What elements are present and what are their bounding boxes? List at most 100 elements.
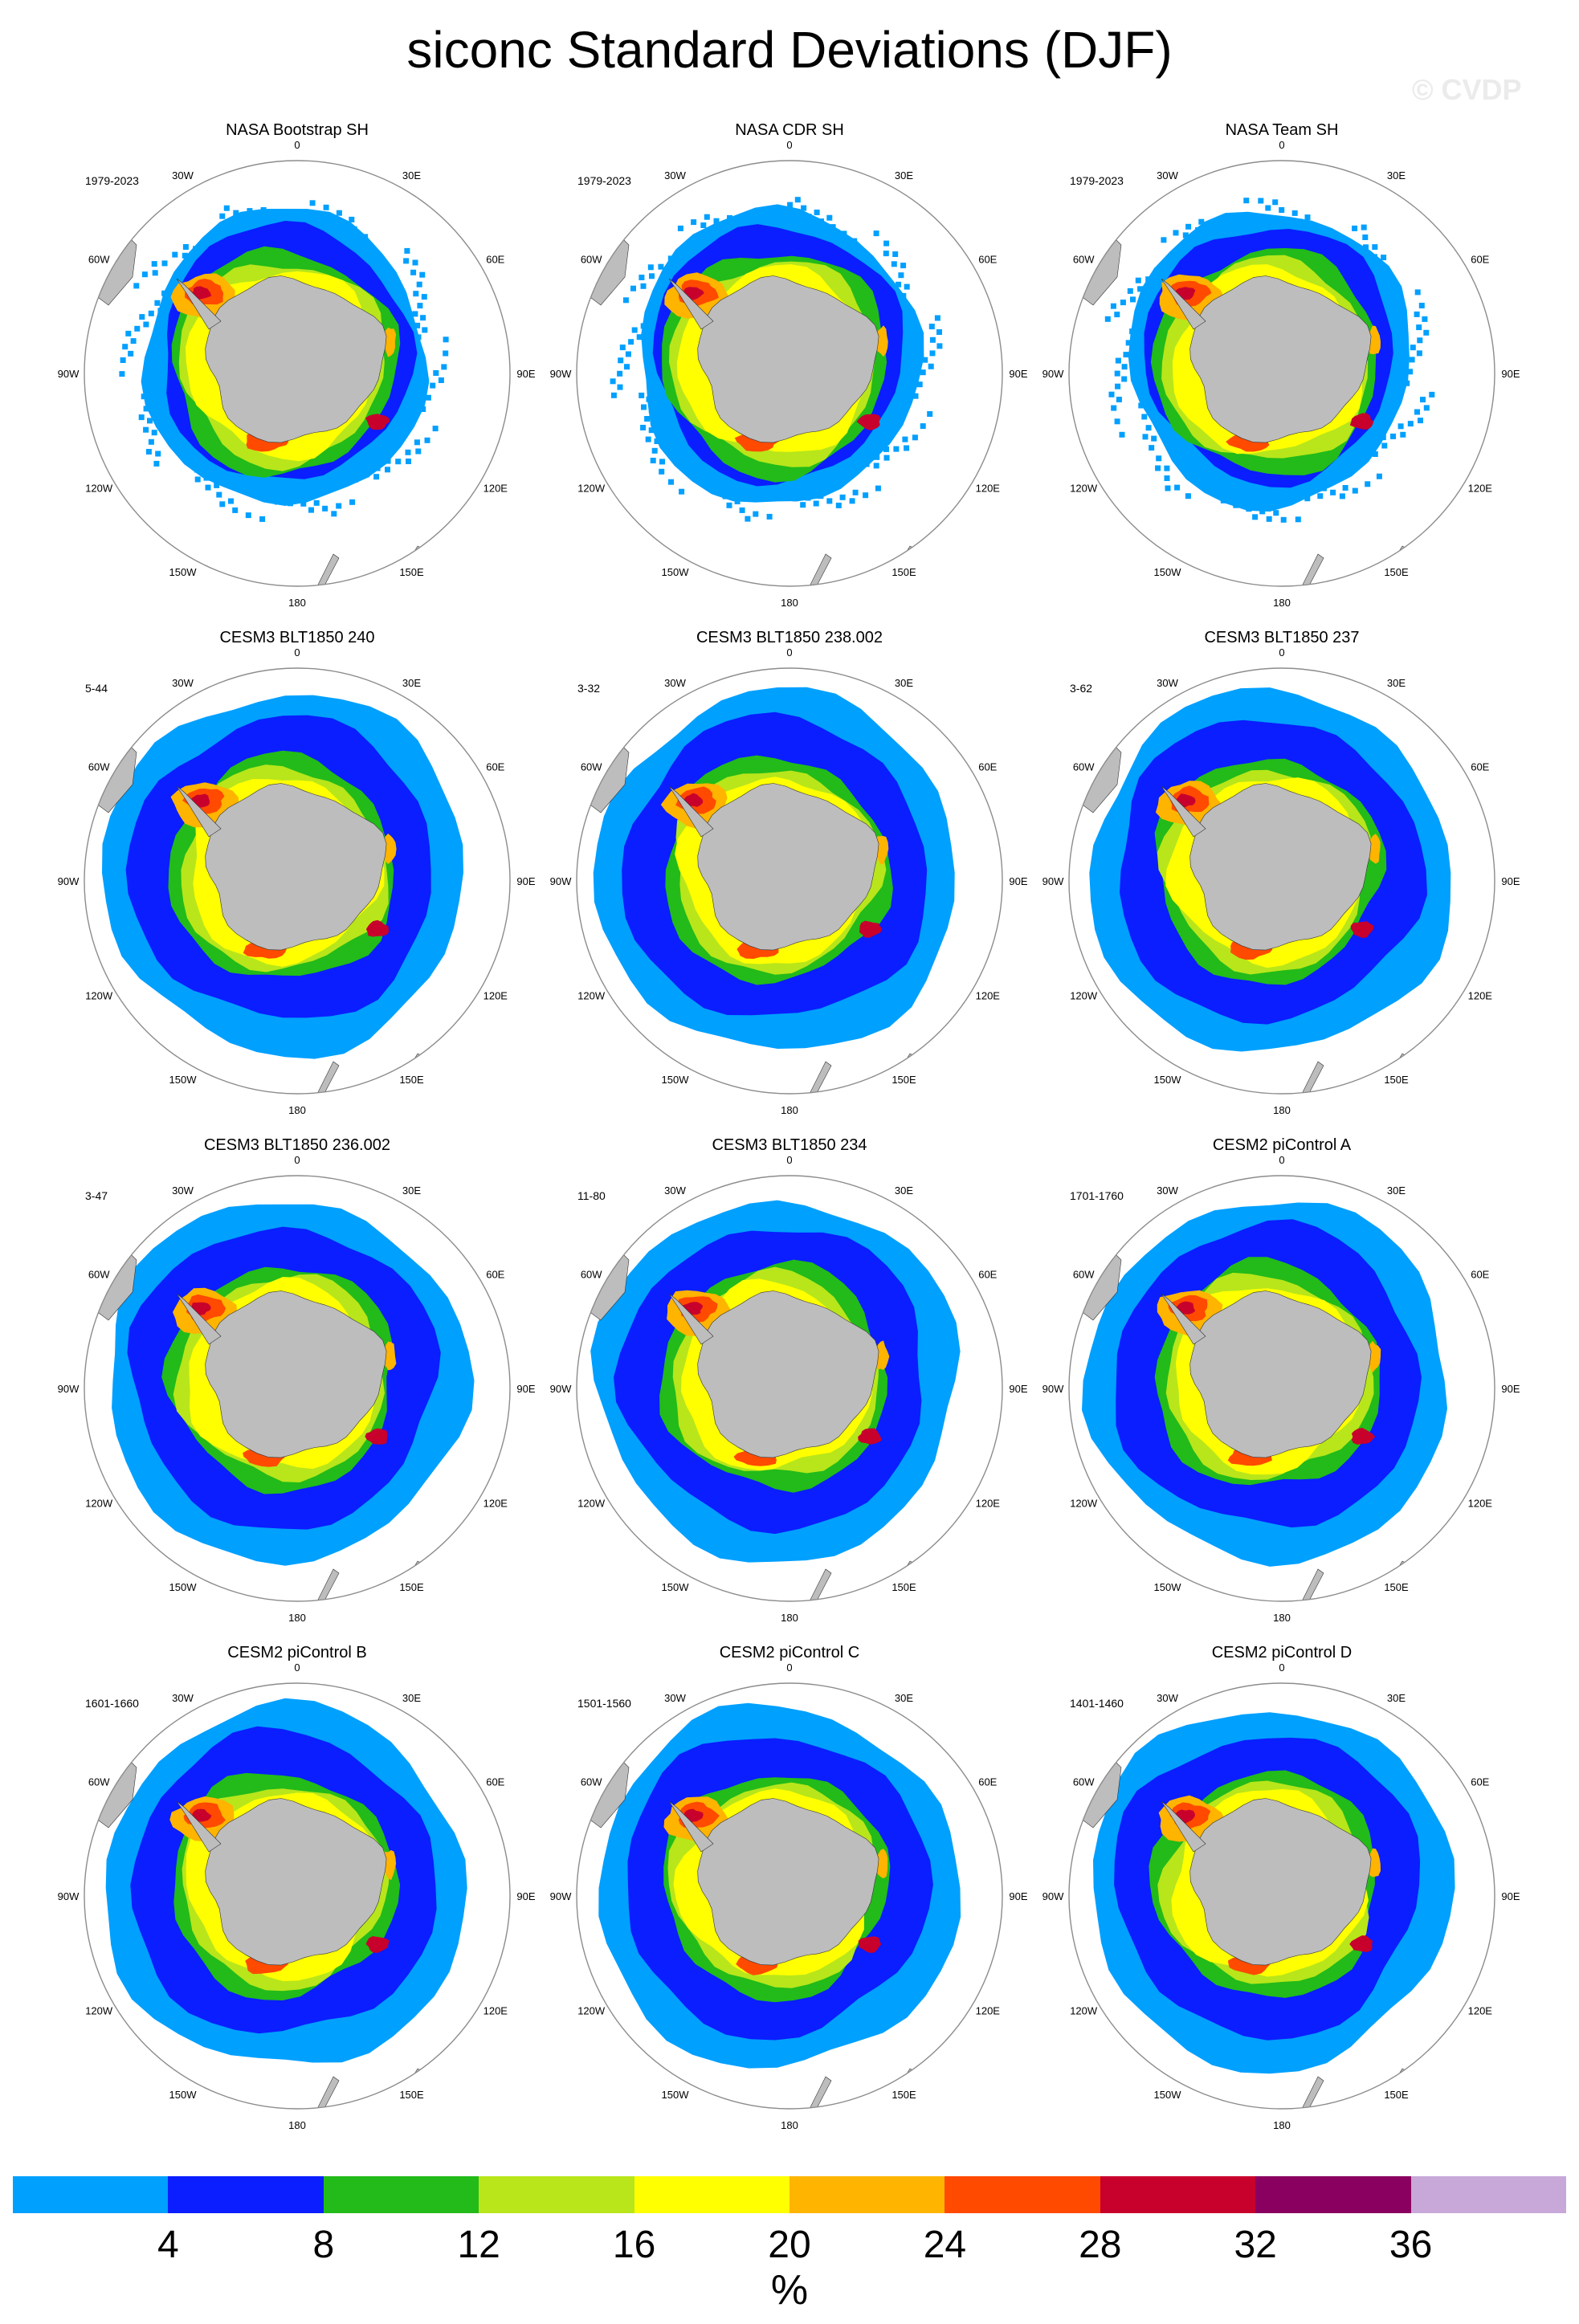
longitude-label: 30W [664, 1692, 686, 1704]
longitude-label: 180 [781, 1612, 798, 1624]
polar-stereographic-map: 0 30E 60E 90E 120E 150E 180 150W 120W 90W 60W 30W [1042, 139, 1520, 609]
longitude-label: 30E [1387, 1184, 1406, 1197]
polar-stereographic-map: 0 30E 60E 90E 120E 150E 180 150W 120W 90W 60W 30W [58, 1661, 536, 2131]
longitude-label: 120E [1468, 990, 1493, 1002]
polar-stereographic-map: 0 30E 60E 90E 120E 150E 180 150W 120W 90W 60W 30W [1042, 1154, 1520, 1624]
longitude-label: 120W [85, 990, 113, 1002]
longitude-label: 60W [581, 254, 602, 266]
polar-stereographic-map: 0 30E 60E 90E 120E 150E 180 150W 120W 90W 60W 30W [1042, 646, 1520, 1116]
longitude-label: 30E [1387, 1692, 1406, 1704]
colorbar-swatch [323, 2176, 479, 2213]
longitude-label: 150E [1384, 2089, 1409, 2101]
colorbar [13, 2176, 1567, 2213]
figure-title: siconc Standard Deviations (DJF) [406, 21, 1173, 79]
longitude-label: 120W [1070, 483, 1098, 495]
antarctica-landmass [697, 783, 879, 951]
colorbar-tick-label: 8 [312, 2224, 335, 2266]
longitude-label: 90E [516, 368, 535, 380]
colorbar-swatch [634, 2176, 790, 2213]
polar-stereographic-map: 0 30E 60E 90E 120E 150E 180 150W 120W 90W 60W 30W [58, 1154, 536, 1624]
map-panel: CESM2 piControl A 0 30E 60E 90E 120E 150E 180 15… [1041, 1135, 1523, 1649]
longitude-label: 90W [58, 1383, 80, 1395]
longitude-label: 180 [288, 1104, 306, 1116]
sea-ice-field [92, 1698, 467, 2109]
colorbar-tick-label: 12 [457, 2224, 500, 2266]
panel-date-range: 1979-2023 [577, 174, 631, 187]
longitude-label: 150E [399, 1074, 424, 1086]
colorbar-swatch [168, 2176, 324, 2213]
sea-ice-field [584, 1702, 961, 2109]
longitude-label: 60E [1471, 761, 1489, 773]
longitude-label: 0 [786, 646, 792, 658]
longitude-label: 120W [1070, 1498, 1098, 1510]
longitude-label: 30E [402, 1184, 421, 1197]
longitude-label: 120E [483, 2005, 508, 2017]
panel-title: CESM2 piControl A [1212, 1136, 1352, 1154]
sea-ice-field [92, 200, 449, 586]
longitude-label: 90W [1042, 368, 1064, 380]
panel-title: CESM3 BLT1850 240 [219, 629, 375, 646]
antarctica-landmass [1189, 1798, 1372, 1966]
longitude-label: 120W [1070, 990, 1098, 1002]
longitude-label: 0 [294, 1661, 300, 1674]
sea-ice-field [584, 1200, 961, 1601]
longitude-label: 120E [976, 2005, 1001, 2017]
longitude-label: 60E [486, 1776, 504, 1788]
longitude-label: 150W [1154, 1074, 1182, 1086]
colorbar-swatch [945, 2176, 1100, 2213]
longitude-label: 0 [786, 1661, 792, 1674]
longitude-label: 150E [1384, 1581, 1409, 1593]
sea-ice-field [584, 197, 943, 586]
longitude-label: 30W [1157, 677, 1178, 689]
longitude-label: 150E [1384, 1074, 1409, 1086]
longitude-label: 180 [288, 597, 306, 609]
longitude-label: 60W [88, 1269, 110, 1281]
colorbar-swatch [1410, 2176, 1567, 2213]
longitude-label: 120W [577, 990, 606, 1002]
map-panel: CESM2 piControl D 0 30E 60E 90E 120E 150E 180 15… [1041, 1643, 1523, 2157]
longitude-label: 60W [88, 1776, 110, 1788]
longitude-label: 90W [550, 368, 572, 380]
longitude-label: 180 [1273, 597, 1291, 609]
longitude-label: 180 [781, 597, 798, 609]
longitude-label: 60E [1471, 1776, 1489, 1788]
antarctica-landmass [1189, 783, 1372, 951]
antarctica-landmass [1189, 1290, 1372, 1458]
sea-ice-field [1076, 687, 1451, 1094]
cvdp-credit: © CVDP [1412, 73, 1522, 106]
panel-date-range: 1701-1760 [1070, 1189, 1124, 1202]
colorbar-tick-label: 36 [1389, 2224, 1433, 2266]
longitude-label: 150E [399, 2089, 424, 2101]
panel-title: CESM3 BLT1850 236.002 [203, 1136, 390, 1154]
longitude-label: 90E [516, 1383, 535, 1395]
panel-date-range: 1401-1460 [1070, 1697, 1124, 1710]
longitude-label: 60E [978, 761, 997, 773]
longitude-label: 90W [58, 875, 80, 887]
longitude-label: 150W [169, 2089, 198, 2101]
antarctica-landmass [205, 1290, 387, 1458]
longitude-label: 90W [550, 1383, 572, 1395]
map-boundary-circle [1068, 1682, 1495, 2110]
longitude-label: 30W [172, 169, 194, 181]
antarctica-landmass [697, 1798, 879, 1966]
longitude-label: 30W [1157, 1184, 1178, 1197]
colorbar-tick-label: 28 [1079, 2224, 1122, 2266]
panel-date-range: 1979-2023 [1070, 174, 1124, 187]
longitude-label: 180 [1273, 1104, 1291, 1116]
polar-stereographic-map: 0 30E 60E 90E 120E 150E 180 150W 120W 90W 60W 30W [58, 139, 536, 609]
longitude-label: 60W [88, 254, 110, 266]
longitude-label: 60E [978, 254, 997, 266]
longitude-label: 150W [662, 2089, 690, 2101]
polar-stereographic-map: 0 30E 60E 90E 120E 150E 180 150W 120W 90W 60W 30W [550, 1154, 1028, 1624]
longitude-label: 90E [1009, 1890, 1027, 1902]
longitude-label: 90E [516, 875, 535, 887]
longitude-label: 90E [1009, 368, 1027, 380]
longitude-label: 30E [895, 677, 913, 689]
panel-title: CESM2 piControl C [719, 1644, 860, 1661]
longitude-label: 60E [978, 1776, 997, 1788]
longitude-label: 150W [662, 1074, 690, 1086]
longitude-label: 30W [664, 1184, 686, 1197]
panel-title: CESM3 BLT1850 237 [1204, 629, 1360, 646]
longitude-label: 120W [85, 2005, 113, 2017]
map-panel: NASA CDR SH 0 30E 60E 90E 120E 150E 180 150W 120W… [549, 120, 1030, 634]
